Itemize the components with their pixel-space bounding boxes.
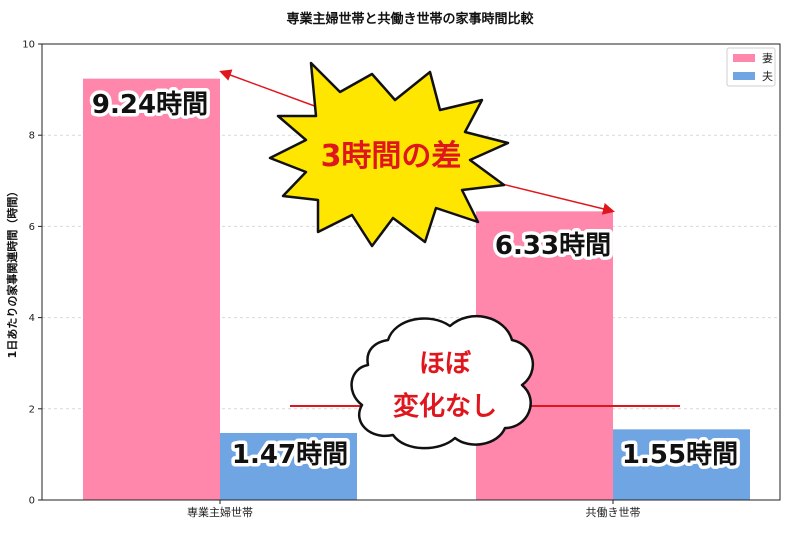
difference-burst (268, 61, 510, 248)
data-label-dualincome-husband: 1.55時間 (622, 440, 738, 470)
difference-burst-text: 3時間の差 (321, 139, 462, 174)
x-axis-ticks: 専業主婦世帯 共働き世帯 (187, 500, 641, 519)
y-tick-label: 0 (29, 496, 35, 507)
legend: 妻 夫 (726, 47, 776, 87)
chart-title: 専業主婦世帯と共働き世帯の家事時間比較 (286, 11, 534, 27)
plot-frame (41, 43, 781, 501)
x-tick-label: 専業主婦世帯 (187, 505, 253, 519)
arrow-to-housewife-bar (219, 69, 321, 109)
data-label-dualincome-wife: 6.33時間 (495, 231, 611, 261)
legend-label-husband: 夫 (762, 70, 773, 83)
y-tick-label: 10 (22, 40, 35, 51)
y-axis-title: 1日あたりの家事関連時間（時間） (5, 186, 19, 359)
bar-husband-1 (613, 429, 750, 500)
y-axis-ticks: 0 2 4 6 8 10 (22, 40, 42, 507)
no-change-cloud: ほぼ 変化なし (350, 314, 535, 450)
legend-label-wife: 妻 (762, 52, 773, 65)
bars (83, 78, 750, 501)
y-tick-label: 8 (29, 131, 35, 142)
data-label-housewife-wife: 9.24時間 (92, 90, 208, 120)
legend-swatch-wife (733, 54, 755, 62)
data-labels: 9.24時間 6.33時間 1.47時間 1.55時間 (88, 87, 741, 474)
bar-husband-0 (220, 432, 357, 500)
y-tick-label: 6 (29, 222, 35, 233)
plot-area: 0 2 4 6 8 10 専業主婦世帯 共働き世帯 (22, 40, 781, 519)
y-tick-label: 2 (29, 404, 35, 415)
y-tick-label: 4 (29, 313, 35, 324)
legend-swatch-husband (733, 72, 755, 80)
bar-wife-0 (83, 78, 220, 500)
data-label-housewife-husband: 1.47時間 (232, 440, 348, 470)
no-change-cloud-text-line2: 変化なし (393, 391, 497, 422)
x-tick-label: 共働き世帯 (586, 506, 641, 519)
no-change-cloud-text-line1: ほぼ (419, 349, 472, 379)
